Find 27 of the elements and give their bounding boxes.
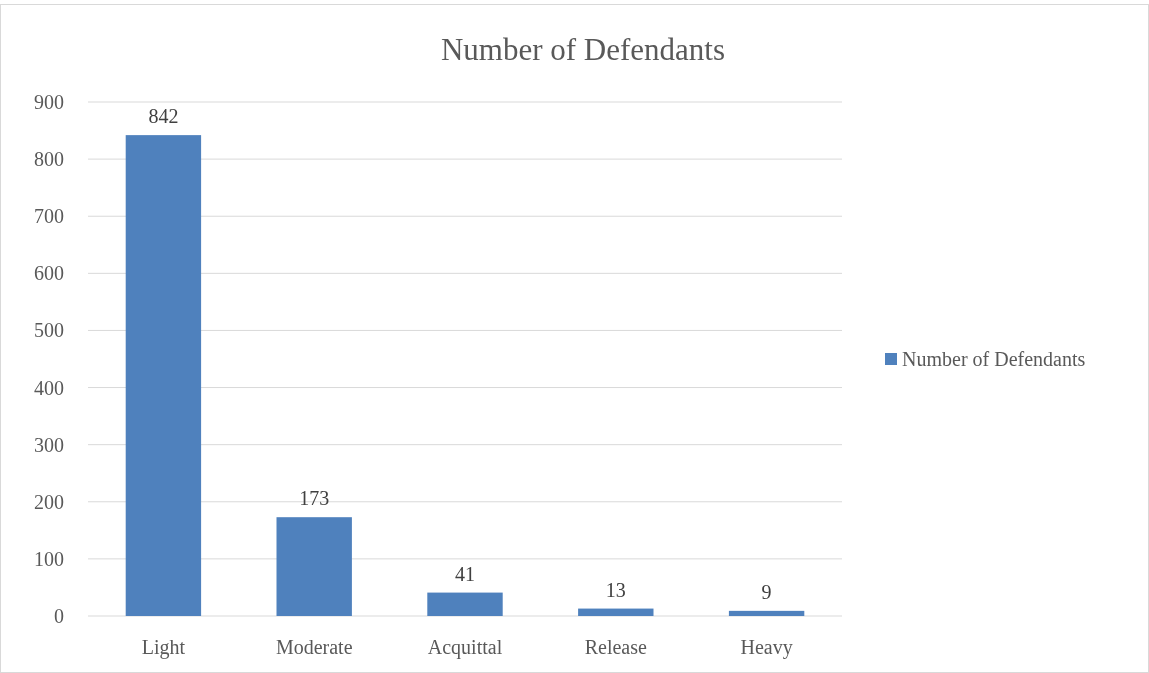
x-tick-label: Heavy (740, 636, 793, 659)
y-tick-label: 0 (54, 605, 64, 627)
y-tick-label: 700 (34, 205, 64, 228)
bar (578, 608, 654, 616)
y-tick-label: 800 (34, 148, 64, 171)
y-tick-label: 400 (34, 376, 64, 399)
data-label: 842 (148, 105, 179, 128)
bar (125, 135, 202, 616)
x-tick-label: Light (141, 636, 186, 659)
bar (427, 592, 503, 616)
chart-title: Number of Defendants (440, 32, 726, 67)
data-label: 13 (605, 578, 626, 601)
bar (728, 610, 805, 616)
y-tick-label: 900 (34, 91, 64, 113)
y-tick-label: 500 (34, 319, 64, 342)
data-label: 173 (299, 487, 330, 510)
data-label: 9 (761, 580, 772, 603)
x-tick-label: Release (584, 636, 648, 658)
x-tick-label: Acquittal (427, 636, 503, 659)
y-tick-label: 100 (34, 547, 64, 570)
y-tick-label: 300 (34, 433, 64, 456)
legend-label: Number of Defendants (902, 348, 1086, 370)
data-label: 41 (455, 562, 475, 585)
x-tick-label: Moderate (275, 636, 353, 658)
y-tick-label: 200 (34, 490, 64, 513)
bar (276, 517, 352, 616)
y-tick-label: 600 (34, 262, 64, 285)
